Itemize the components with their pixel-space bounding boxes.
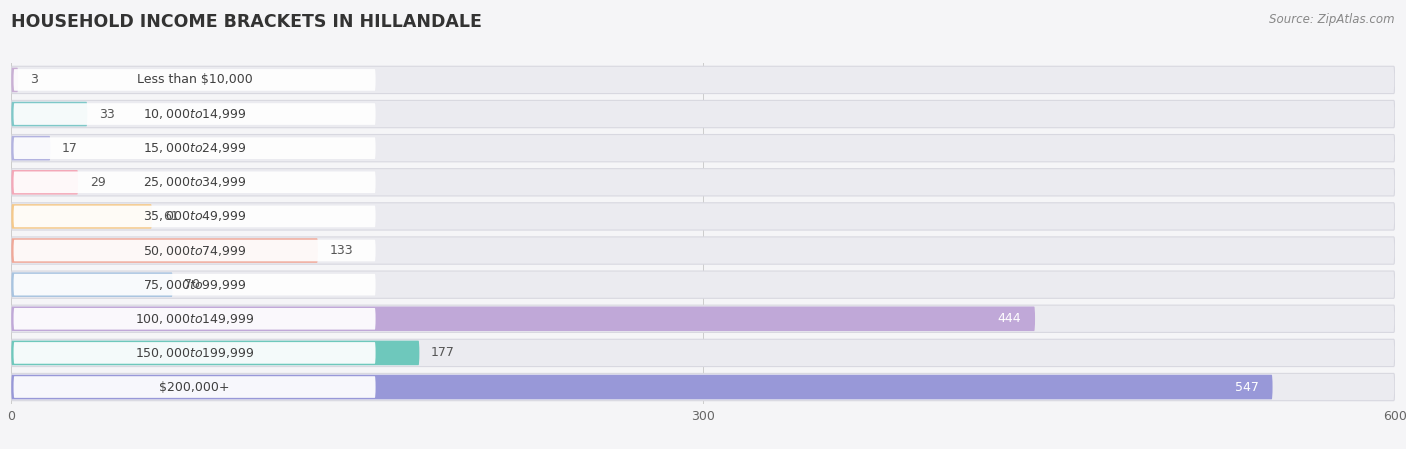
FancyBboxPatch shape: [11, 307, 1035, 331]
FancyBboxPatch shape: [11, 305, 1395, 332]
FancyBboxPatch shape: [11, 66, 1395, 93]
FancyBboxPatch shape: [14, 103, 375, 125]
FancyBboxPatch shape: [11, 169, 1395, 196]
FancyBboxPatch shape: [14, 308, 375, 330]
Text: 3: 3: [30, 74, 38, 86]
FancyBboxPatch shape: [11, 375, 1272, 399]
Text: 177: 177: [430, 347, 454, 359]
FancyBboxPatch shape: [14, 206, 375, 227]
FancyBboxPatch shape: [11, 203, 1395, 230]
Text: $200,000+: $200,000+: [159, 381, 229, 393]
Text: $75,000 to $99,999: $75,000 to $99,999: [143, 277, 246, 292]
FancyBboxPatch shape: [14, 376, 375, 398]
FancyBboxPatch shape: [14, 274, 375, 295]
Text: $100,000 to $149,999: $100,000 to $149,999: [135, 312, 254, 326]
FancyBboxPatch shape: [11, 238, 318, 263]
Text: HOUSEHOLD INCOME BRACKETS IN HILLANDALE: HOUSEHOLD INCOME BRACKETS IN HILLANDALE: [11, 13, 482, 31]
Text: $150,000 to $199,999: $150,000 to $199,999: [135, 346, 254, 360]
Text: 17: 17: [62, 142, 77, 154]
Text: $15,000 to $24,999: $15,000 to $24,999: [143, 141, 246, 155]
FancyBboxPatch shape: [11, 102, 87, 126]
Text: Less than $10,000: Less than $10,000: [136, 74, 253, 86]
FancyBboxPatch shape: [11, 374, 1395, 401]
FancyBboxPatch shape: [14, 137, 375, 159]
Text: 61: 61: [163, 210, 179, 223]
FancyBboxPatch shape: [11, 339, 1395, 366]
FancyBboxPatch shape: [11, 271, 1395, 298]
Text: 547: 547: [1234, 381, 1258, 393]
FancyBboxPatch shape: [14, 342, 375, 364]
FancyBboxPatch shape: [14, 69, 375, 91]
FancyBboxPatch shape: [11, 273, 173, 297]
FancyBboxPatch shape: [11, 170, 79, 194]
Text: $25,000 to $34,999: $25,000 to $34,999: [143, 175, 246, 189]
FancyBboxPatch shape: [11, 135, 1395, 162]
Text: Source: ZipAtlas.com: Source: ZipAtlas.com: [1270, 13, 1395, 26]
FancyBboxPatch shape: [11, 237, 1395, 264]
Text: $50,000 to $74,999: $50,000 to $74,999: [143, 243, 246, 258]
Text: $35,000 to $49,999: $35,000 to $49,999: [143, 209, 246, 224]
FancyBboxPatch shape: [11, 204, 152, 229]
FancyBboxPatch shape: [14, 240, 375, 261]
Text: 70: 70: [184, 278, 200, 291]
Text: $10,000 to $14,999: $10,000 to $14,999: [143, 107, 246, 121]
FancyBboxPatch shape: [14, 172, 375, 193]
FancyBboxPatch shape: [11, 136, 51, 160]
Text: 133: 133: [329, 244, 353, 257]
FancyBboxPatch shape: [11, 68, 18, 92]
Text: 444: 444: [998, 313, 1021, 325]
Text: 29: 29: [90, 176, 105, 189]
FancyBboxPatch shape: [11, 101, 1395, 128]
FancyBboxPatch shape: [11, 341, 419, 365]
Text: 33: 33: [98, 108, 115, 120]
